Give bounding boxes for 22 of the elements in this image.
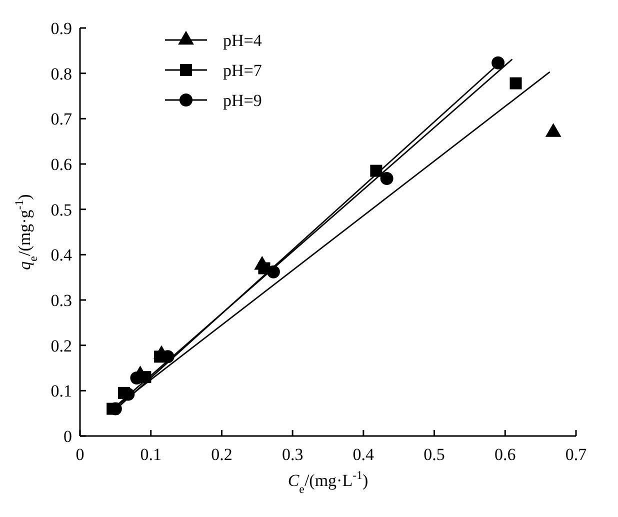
legend-label: pH=7	[223, 60, 262, 80]
y-tick-label: 0.6	[50, 154, 72, 174]
legend-label: pH=4	[223, 30, 262, 50]
x-tick-label: 0	[76, 445, 84, 464]
x-tick-label: 0.6	[494, 445, 516, 464]
x-tick-label: 0.2	[211, 445, 232, 464]
x-tick-label: 0.3	[282, 445, 304, 464]
y-tick-label: 0	[64, 426, 72, 446]
y-tick-label: 0.8	[50, 64, 72, 84]
x-axis-title: C$_{e}$/(mg·L$^{-1}$)	[288, 468, 368, 496]
x-tick-label: 0.1	[140, 445, 162, 464]
y-tick-label: 0.2	[50, 336, 72, 356]
x-tick-label: 0.7	[565, 445, 588, 464]
y-tick-label: 0.5	[50, 200, 72, 220]
legend-label: pH=9	[223, 90, 262, 110]
y-tick-label: 0.1	[50, 382, 72, 401]
x-tick-label: 0.4	[352, 445, 375, 464]
y-tick-label: 0.9	[50, 18, 72, 38]
y-tick-label: 0.3	[50, 290, 72, 310]
y-tick-label: 0.4	[50, 246, 72, 265]
y-tick-label: 0.7	[50, 110, 72, 129]
x-tick-label: 0.5	[424, 445, 445, 464]
